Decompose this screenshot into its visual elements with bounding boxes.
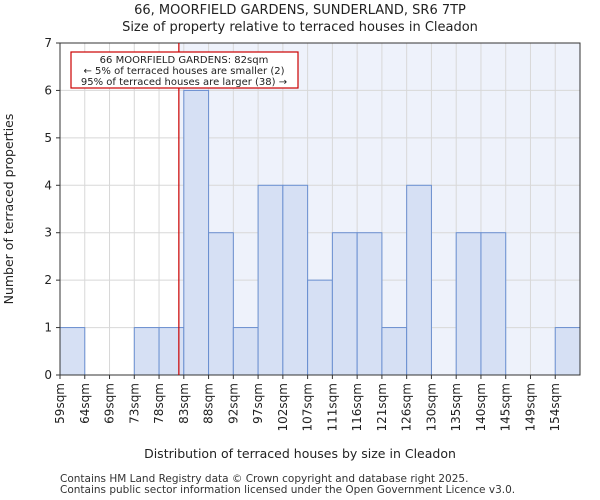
x-tick-label: 59sqm (53, 383, 67, 424)
chart-title: 66, MOORFIELD GARDENS, SUNDERLAND, SR6 7… (134, 3, 466, 18)
x-tick-label: 69sqm (103, 383, 117, 424)
y-axis-label: Number of terraced properties (1, 114, 16, 305)
bar (282, 184, 309, 376)
x-tick-label: 88sqm (202, 383, 216, 424)
x-tick-label: 83sqm (177, 383, 191, 424)
annotation-line: 95% of terraced houses are larger (38) → (81, 77, 287, 88)
bar (381, 327, 408, 376)
y-tick-label: 4 (44, 178, 52, 192)
x-tick-label: 92sqm (226, 383, 240, 424)
bar (183, 89, 210, 376)
x-tick-label: 78sqm (152, 383, 166, 424)
annotation-line: ← 5% of terraced houses are smaller (2) (84, 66, 285, 77)
y-tick-label: 5 (44, 131, 52, 145)
x-tick-label: 102sqm (276, 383, 290, 431)
x-tick-label: 97sqm (251, 383, 265, 424)
y-tick-label: 3 (44, 226, 52, 240)
bar (480, 232, 507, 376)
bar (257, 184, 284, 376)
bar (59, 327, 86, 376)
footer-line-1: Contains HM Land Registry data © Crown c… (60, 473, 469, 485)
bar (554, 327, 581, 376)
y-tick-label: 7 (44, 36, 52, 50)
x-tick-label: 121sqm (375, 383, 389, 431)
bar (232, 327, 259, 376)
bar (455, 232, 482, 376)
x-tick-label: 145sqm (499, 383, 513, 431)
x-tick-label: 135sqm (449, 383, 463, 431)
y-tick-label: 6 (44, 83, 52, 97)
x-tick-label: 126sqm (400, 383, 414, 431)
bar (158, 327, 185, 376)
bar (331, 232, 358, 376)
x-tick-label: 107sqm (301, 383, 315, 431)
annotation-line: 66 MOORFIELD GARDENS: 82sqm (100, 55, 269, 66)
chart-subtitle: Size of property relative to terraced ho… (122, 20, 478, 35)
x-tick-label: 73sqm (127, 383, 141, 424)
x-tick-label: 64sqm (78, 383, 92, 424)
y-tick-label: 1 (44, 321, 52, 335)
footer-line-2: Contains public sector information licen… (60, 484, 516, 496)
bar (133, 327, 160, 376)
bar (307, 279, 333, 376)
x-tick-label: 116sqm (350, 383, 364, 431)
x-tick-label: 154sqm (548, 383, 562, 431)
annotation-box (70, 51, 299, 89)
x-axis-label: Distribution of terraced houses by size … (144, 446, 456, 461)
plot-frame (59, 42, 581, 376)
y-tick-label: 0 (44, 368, 52, 382)
bar (406, 184, 432, 376)
x-tick-label: 111sqm (325, 383, 339, 431)
x-tick-label: 140sqm (474, 383, 488, 431)
y-tick-label: 2 (44, 273, 52, 287)
bar (356, 232, 383, 376)
x-tick-label: 130sqm (424, 383, 438, 431)
x-tick-label: 149sqm (523, 383, 537, 431)
bar (208, 232, 234, 376)
